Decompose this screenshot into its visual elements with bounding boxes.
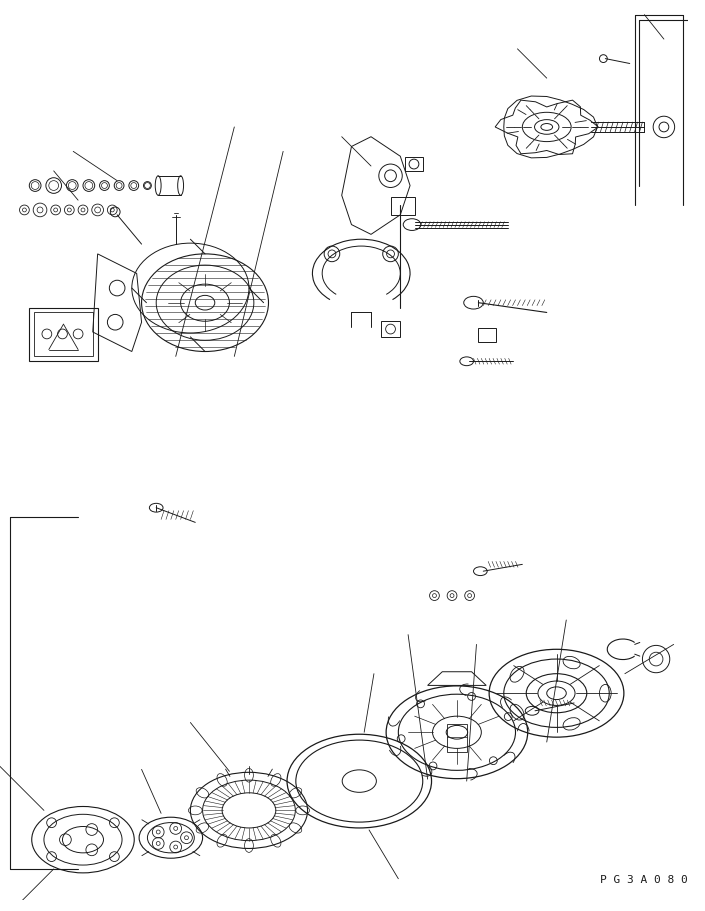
Bar	[34, 313, 93, 357]
Bar	[391, 198, 415, 216]
Bar	[447, 724, 467, 752]
Bar	[30, 308, 97, 362]
Bar	[381, 322, 400, 337]
Bar	[479, 329, 496, 343]
Bar	[405, 158, 423, 171]
Text: P G 3 A 0 8 0: P G 3 A 0 8 0	[601, 874, 688, 884]
